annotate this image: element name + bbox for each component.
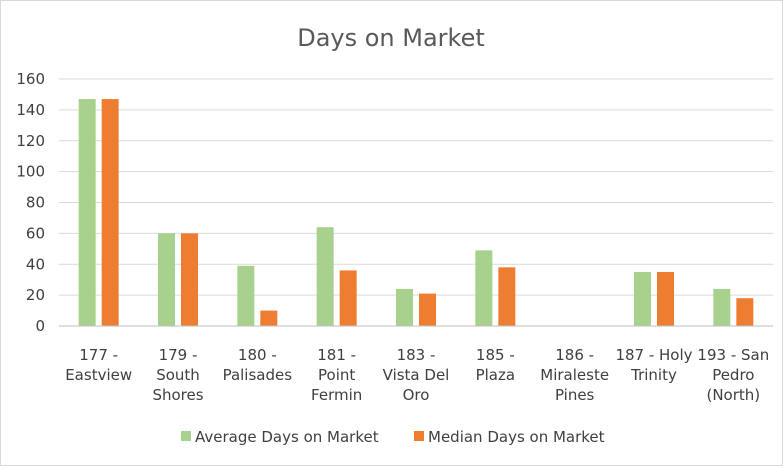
x-category-label: Point bbox=[318, 366, 355, 384]
bar-median bbox=[339, 270, 357, 326]
x-category-label: Trinity bbox=[630, 366, 677, 384]
bar-average bbox=[396, 288, 413, 326]
x-category-label: 183 - bbox=[397, 346, 436, 364]
x-category-label: Fermin bbox=[311, 386, 362, 404]
x-category-label: Plaza bbox=[476, 366, 515, 384]
y-tick-label: 0 bbox=[35, 317, 45, 335]
x-category-label: Shores bbox=[152, 386, 203, 404]
bar-average bbox=[158, 233, 175, 326]
x-category-label: 177 - bbox=[79, 346, 118, 364]
y-tick-label: 20 bbox=[26, 286, 45, 304]
y-tick-label: 100 bbox=[16, 163, 45, 181]
y-tick-label: 140 bbox=[16, 101, 45, 119]
bar-median bbox=[736, 298, 754, 326]
x-category-label: Oro bbox=[403, 386, 430, 404]
x-category-label: South bbox=[156, 366, 200, 384]
x-category-label: 180 - bbox=[238, 346, 277, 364]
x-category-label: Miraleste bbox=[540, 366, 609, 384]
legend-item-median[interactable]: Median Days on Market bbox=[414, 428, 605, 446]
bar-median bbox=[498, 267, 516, 326]
x-category-label: 185 - bbox=[476, 346, 515, 364]
legend-swatch bbox=[414, 431, 424, 441]
y-tick-label: 60 bbox=[26, 224, 45, 242]
bar-average bbox=[237, 265, 255, 326]
x-category-label: Pines bbox=[555, 386, 595, 404]
y-axis-ticks: 0 20 40 60 80 100 120 140 160 bbox=[16, 70, 45, 335]
bar-median bbox=[657, 271, 674, 326]
chart-title: Days on Market bbox=[297, 24, 485, 52]
x-category-label: Eastview bbox=[65, 366, 132, 384]
x-axis-categories: 177 - Eastview 179 - South Shores 180 - Palisa… bbox=[65, 346, 769, 404]
y-tick-label: 80 bbox=[26, 194, 45, 212]
bars bbox=[78, 99, 754, 326]
y-tick-label: 160 bbox=[16, 70, 45, 88]
bar-median bbox=[260, 310, 278, 326]
legend-label: Average Days on Market bbox=[195, 428, 379, 446]
x-category-label: 181 - bbox=[317, 346, 356, 364]
x-category-label: (North) bbox=[706, 386, 760, 404]
gridlines bbox=[59, 78, 773, 296]
legend[interactable]: Average Days on Market Median Days on Mar… bbox=[181, 428, 605, 446]
bar-average bbox=[316, 227, 334, 326]
x-category-label: 186 - bbox=[555, 346, 594, 364]
bar-median bbox=[101, 99, 119, 326]
y-tick-label: 120 bbox=[16, 132, 45, 150]
y-tick-label: 40 bbox=[26, 255, 45, 273]
x-category-label: Vista Del bbox=[383, 366, 450, 384]
bar-median bbox=[419, 293, 436, 326]
bar-average bbox=[634, 271, 651, 326]
x-category-label: Palisades bbox=[223, 366, 293, 384]
bar-average bbox=[475, 250, 493, 326]
legend-item-average[interactable]: Average Days on Market bbox=[181, 428, 379, 446]
x-category-label: 187 - Holy bbox=[615, 346, 692, 364]
bar-average bbox=[713, 288, 731, 326]
x-category-label: 179 - bbox=[159, 346, 198, 364]
x-category-label: Pedro bbox=[712, 366, 754, 384]
bar-average bbox=[78, 99, 96, 326]
legend-label: Median Days on Market bbox=[428, 428, 605, 446]
legend-swatch bbox=[181, 431, 191, 441]
bar-median bbox=[181, 233, 198, 326]
x-category-label: 193 - San bbox=[697, 346, 769, 364]
